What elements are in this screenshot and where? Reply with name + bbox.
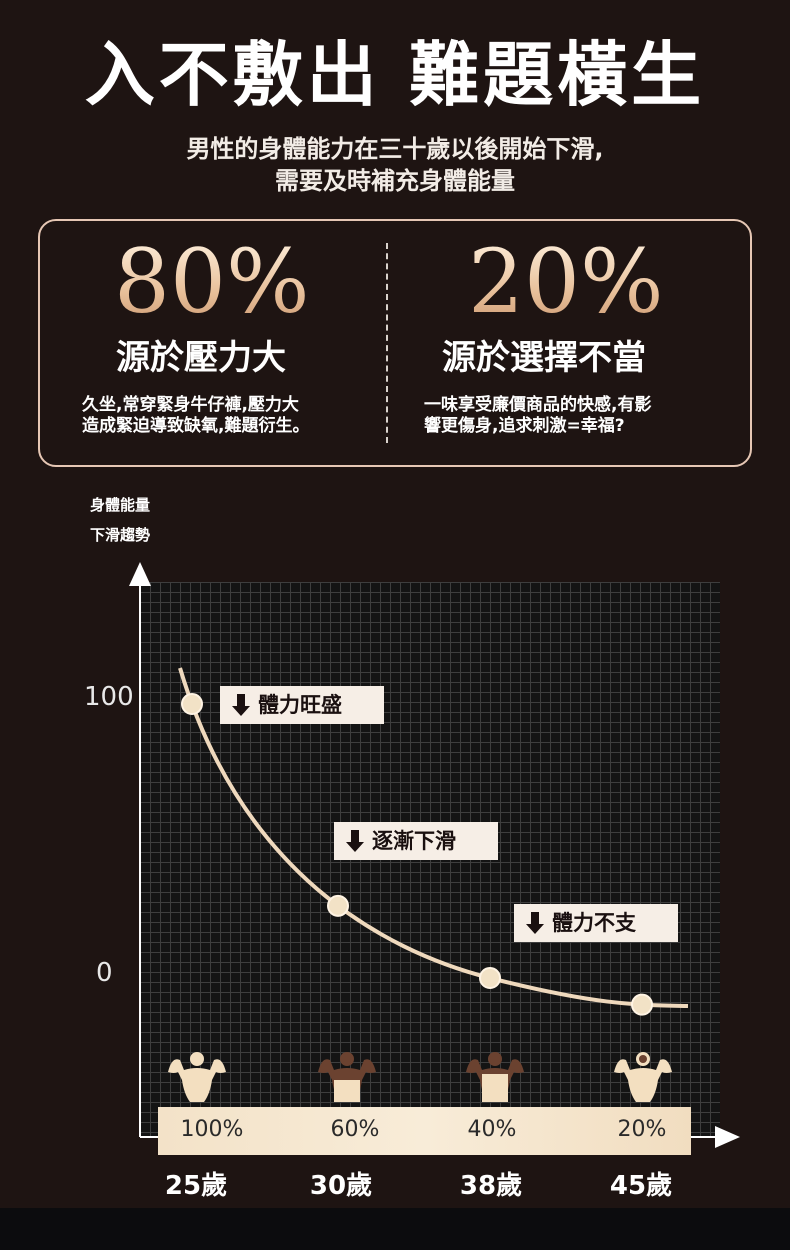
y-axis-label-line-1: 身體能量	[90, 496, 151, 514]
bottom-band	[0, 1208, 790, 1250]
down-arrow-icon	[232, 694, 250, 716]
callout-weak-label: 體力不支	[552, 911, 636, 935]
y-tick-0: 0	[96, 958, 113, 988]
age-label-25: 25歲	[164, 1171, 228, 1201]
data-point-3	[631, 993, 653, 1016]
callout-weak: 體力不支	[514, 904, 678, 942]
weak-man-icon	[614, 1052, 672, 1102]
stat-desc-stress-line-2: 造成緊迫導致缺氧,難題衍生。	[82, 416, 310, 436]
callout-strong: 體力旺盛	[220, 686, 384, 724]
data-point-2	[479, 967, 501, 989]
stat-desc-choice: 一味享受廉價商品的快感,有影 響更傷身,追求刺激=幸福?	[424, 395, 651, 437]
stat-percent-choice: 20%	[468, 230, 664, 333]
trend-curve	[178, 667, 689, 1008]
y-tick-100: 100	[84, 682, 134, 712]
flexing-man-icon	[466, 1052, 524, 1102]
stats-panel	[38, 219, 752, 467]
percent-label-38: 40%	[467, 1117, 517, 1142]
strong-man-icon	[168, 1052, 226, 1102]
age-label-38: 38歲	[459, 1171, 523, 1201]
subtitle-line-2: 需要及時補充身體能量	[275, 167, 515, 195]
callout-declining-label: 逐漸下滑	[372, 829, 456, 853]
down-arrow-icon	[346, 830, 364, 852]
down-arrow-icon	[526, 912, 544, 934]
x-axis-arrow-icon	[715, 1126, 740, 1148]
percent-strip	[158, 1107, 691, 1155]
stat-desc-stress: 久坐,常穿緊身牛仔褲,壓力大 造成緊迫導致缺氧,難題衍生。	[82, 395, 309, 437]
percent-label-30: 60%	[330, 1117, 380, 1142]
data-points	[181, 693, 653, 1016]
y-axis-label-line-2: 下滑趨勢	[90, 526, 151, 544]
age-label-30: 30歲	[309, 1171, 373, 1201]
age-label-45: 45歲	[609, 1171, 673, 1201]
callout-strong-label: 體力旺盛	[258, 693, 342, 717]
stat-percent-stress: 80%	[114, 230, 310, 333]
data-point-1	[327, 894, 349, 917]
page-title: 入不敷出 難題橫生	[84, 34, 706, 116]
stat-desc-choice-line-1: 一味享受廉價商品的快感,有影	[424, 395, 652, 415]
data-point-0	[181, 693, 203, 716]
page-subtitle: 男性的身體能力在三十歲以後開始下滑, 需要及時補充身體能量	[0, 133, 790, 197]
stats-divider	[386, 243, 388, 443]
subtitle-line-1: 男性的身體能力在三十歲以後開始下滑,	[186, 135, 604, 163]
percent-label-45: 20%	[617, 1117, 667, 1142]
callout-declining: 逐漸下滑	[334, 822, 498, 860]
stat-cause-stress: 源於壓力大	[116, 338, 286, 378]
stat-desc-choice-line-2: 響更傷身,追求刺激=幸福?	[424, 416, 625, 436]
percent-label-25: 100%	[180, 1117, 244, 1142]
stat-cause-choice: 源於選擇不當	[442, 338, 646, 378]
y-axis-arrow-icon	[129, 562, 151, 586]
flexing-man-icon	[318, 1052, 376, 1102]
stat-desc-stress-line-1: 久坐,常穿緊身牛仔褲,壓力大	[82, 395, 299, 415]
